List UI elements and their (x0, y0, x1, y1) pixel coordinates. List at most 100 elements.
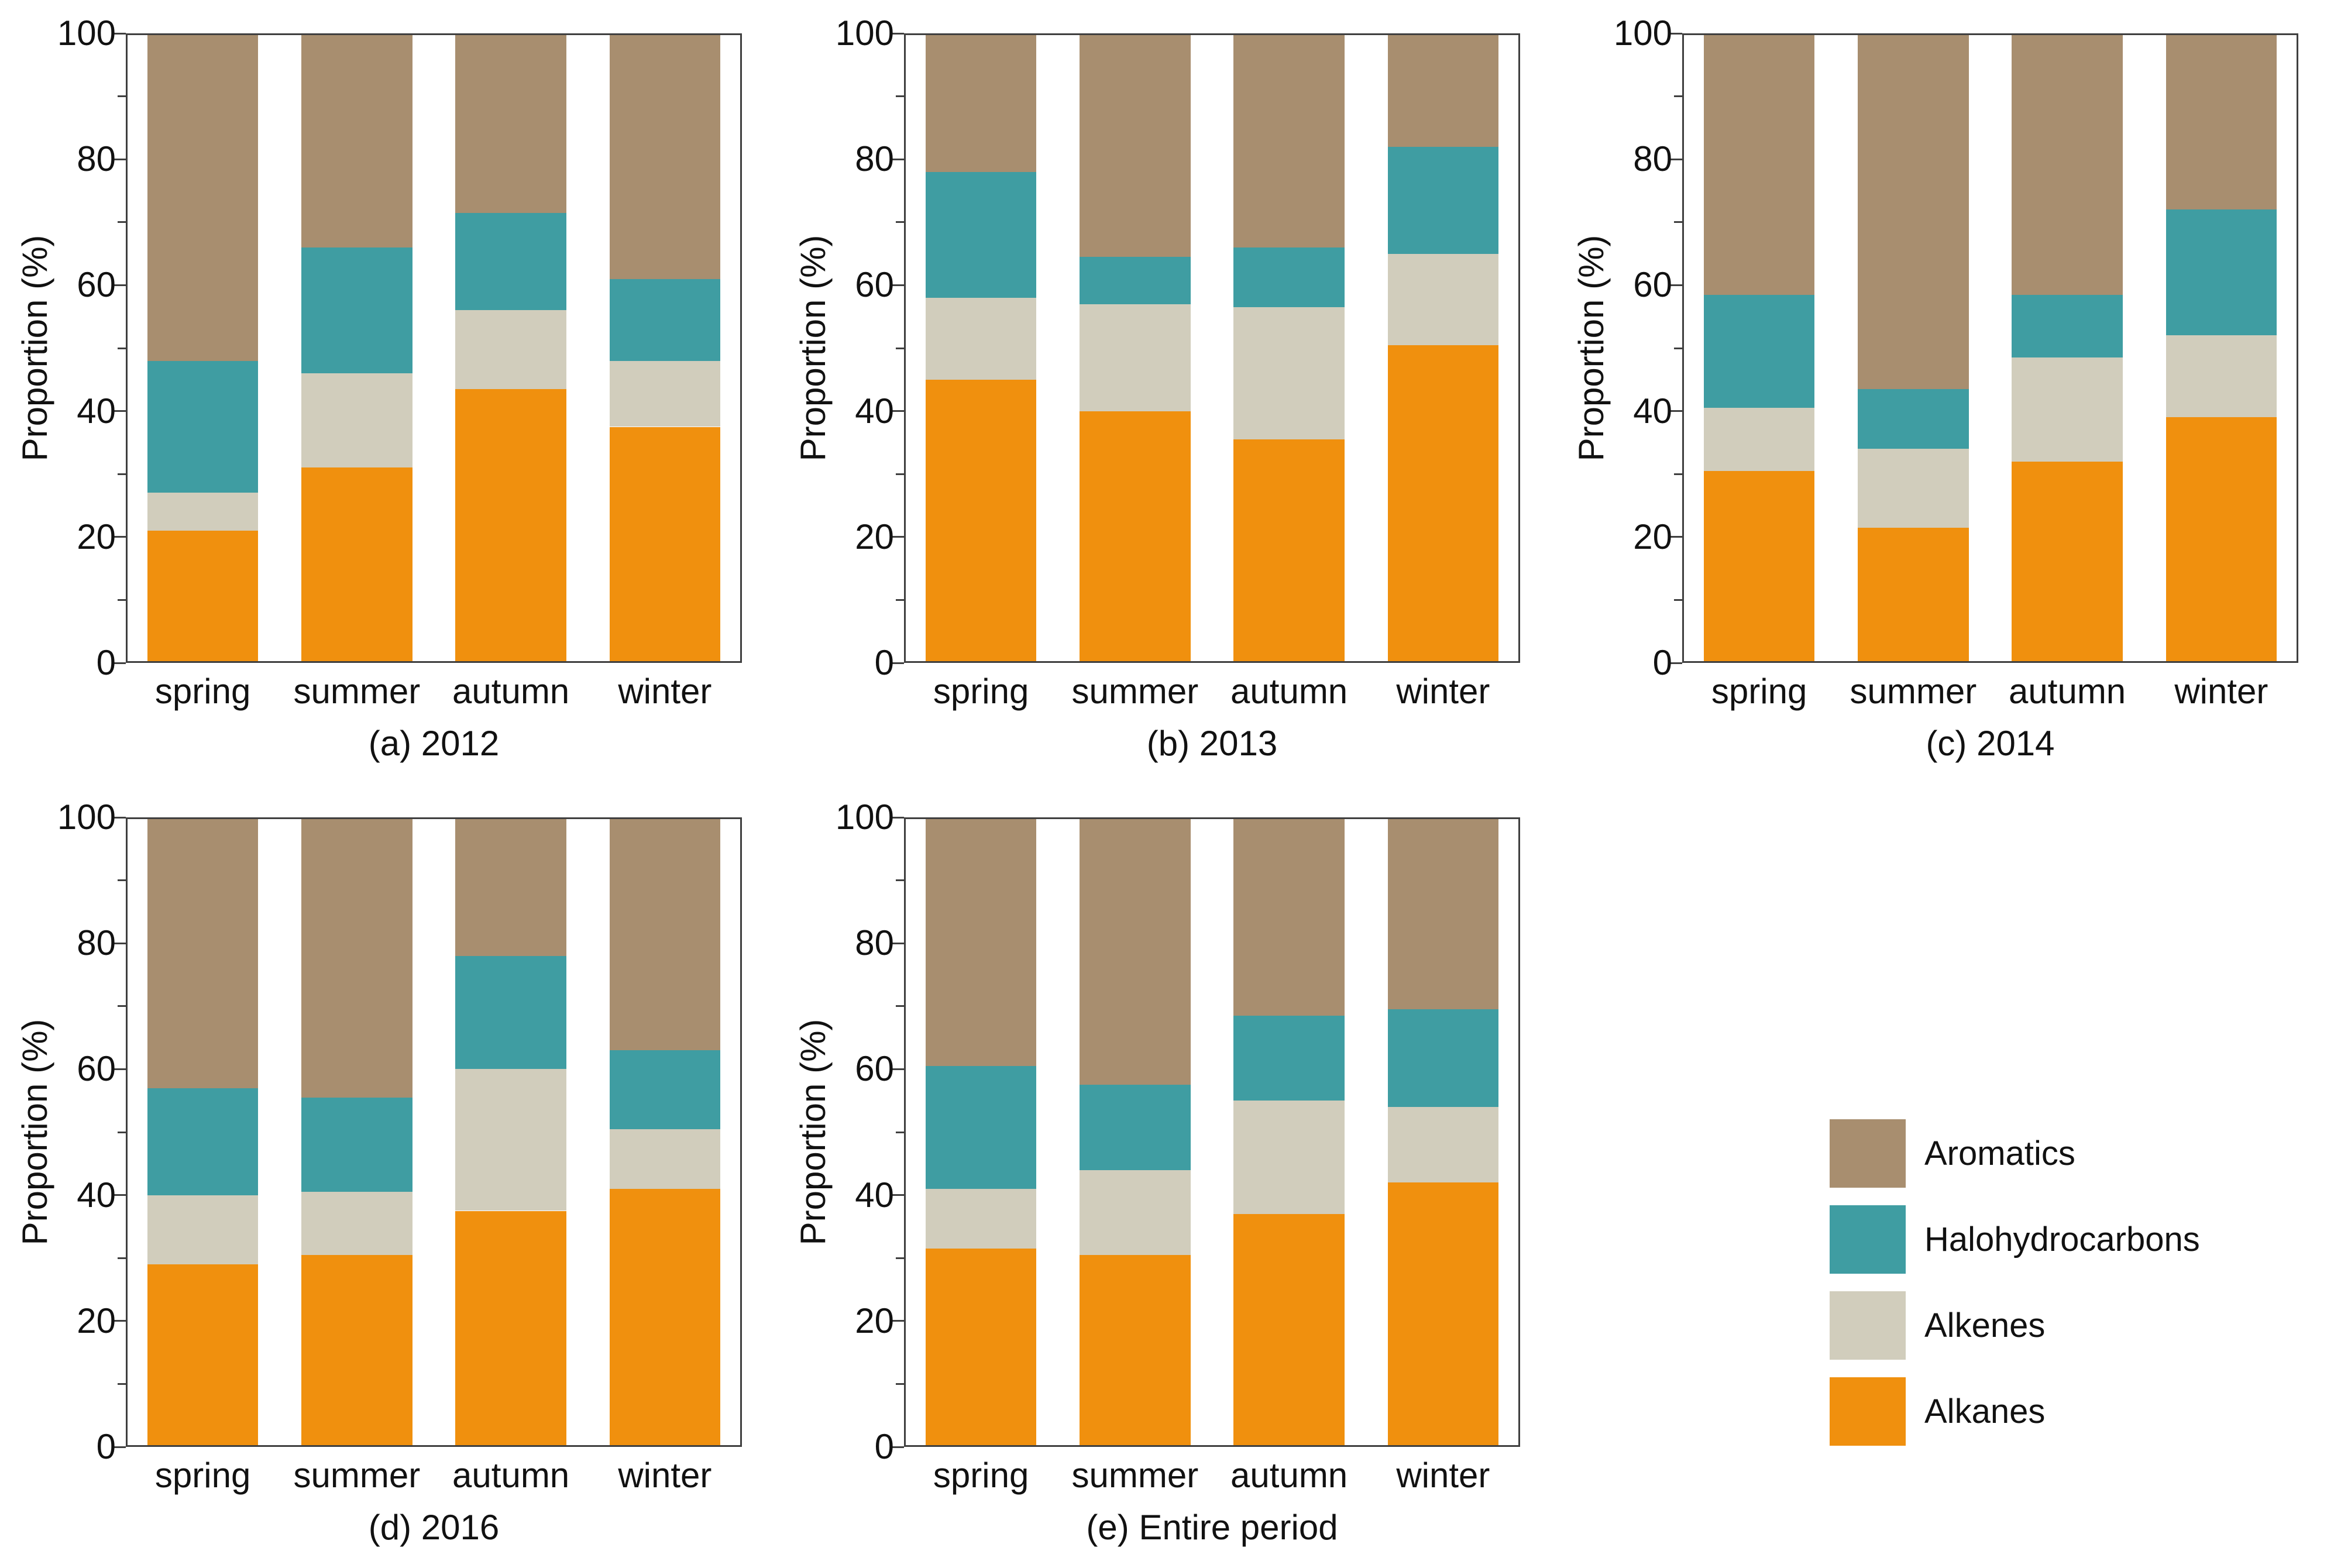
plot-area (126, 817, 742, 1447)
y-major-tick (113, 1068, 126, 1070)
x-tick-label: spring (154, 1456, 251, 1495)
bar-segment-alkanes (609, 1188, 721, 1447)
bar-segment-aromatics (1858, 33, 1969, 389)
legend-label: Aromatics (1924, 1134, 2075, 1172)
bar-segment-aromatics (925, 33, 1037, 172)
bar-segment-aromatics (301, 33, 413, 247)
bar-segment-aromatics (147, 33, 259, 361)
bar-segment-halohydrocarbons (2012, 294, 2123, 358)
x-tick-label: summer (293, 1456, 421, 1495)
x-tick-label: autumn (452, 672, 570, 711)
x-tick-label: winter (1396, 1456, 1490, 1495)
y-minor-tick (896, 95, 904, 98)
x-tick-label: autumn (452, 1456, 570, 1495)
bar-segment-alkenes (1233, 1101, 1345, 1214)
y-major-tick (113, 32, 126, 35)
bar-segment-aromatics (1233, 33, 1345, 247)
bar-segment-aromatics (455, 33, 566, 213)
y-tick-label: 40 (77, 1175, 116, 1215)
y-tick-label: 40 (77, 391, 116, 431)
bar-segment-aromatics (1703, 33, 1815, 295)
x-tick-label: spring (1711, 672, 1807, 711)
y-major-tick (1669, 284, 1682, 286)
x-tick-label: autumn (1230, 672, 1348, 711)
y-tick-label: 80 (855, 139, 894, 179)
chart-panel-d-2016: Proportion (%) 0 20 40 60 80 100 spring summer au… (0, 784, 778, 1568)
y-minor-tick (118, 95, 126, 98)
bar-segment-aromatics (2012, 33, 2123, 295)
y-minor-tick (896, 347, 904, 349)
y-minor-tick (896, 1383, 904, 1385)
bar-segment-halohydrocarbons (1233, 1015, 1345, 1101)
y-minor-tick (1674, 347, 1682, 349)
bar-segment-aromatics (455, 817, 566, 956)
y-tick-label: 80 (855, 923, 894, 963)
y-tick-label: 80 (77, 139, 116, 179)
y-tick-label: 0 (874, 1427, 894, 1466)
y-minor-tick (118, 221, 126, 223)
bar-segment-alkenes (147, 493, 259, 531)
y-major-tick (1669, 410, 1682, 412)
y-major-tick (891, 284, 904, 286)
y-tick-label: 40 (855, 391, 894, 431)
bar-segment-aromatics (147, 817, 259, 1088)
x-tick-label: summer (1850, 672, 1977, 711)
y-minor-tick (896, 879, 904, 882)
bar-segment-alkenes (609, 360, 721, 427)
y-minor-tick (118, 1383, 126, 1385)
y-major-tick (891, 942, 904, 944)
x-tick-label: winter (618, 1456, 712, 1495)
x-tick-label: autumn (1230, 1456, 1348, 1495)
y-minor-tick (1674, 473, 1682, 475)
y-tick-label: 100 (835, 13, 894, 53)
bar-segment-halohydrocarbons (2165, 209, 2277, 336)
x-tick-label: winter (1396, 672, 1490, 711)
bar-segment-aromatics (2165, 33, 2277, 210)
bar-segment-halohydrocarbons (1080, 1085, 1191, 1170)
bar-segment-alkenes (925, 297, 1037, 380)
bar-segment-alkenes (1080, 1170, 1191, 1255)
y-tick-label: 80 (77, 923, 116, 963)
bar-segment-alkanes (1858, 527, 1969, 663)
y-major-tick (113, 284, 126, 286)
y-minor-tick (118, 599, 126, 601)
bar-segment-alkenes (1387, 253, 1499, 345)
bar-segment-alkanes (1233, 1213, 1345, 1447)
bar-segment-alkanes (147, 1264, 259, 1447)
y-minor-tick (896, 221, 904, 223)
y-major-tick (891, 1194, 904, 1196)
chart-caption: (e) Entire period (1086, 1508, 1338, 1547)
bar-segment-aromatics (609, 33, 721, 279)
chart-panel-c-2014: Proportion (%) 0 20 40 60 80 100 spring summer au… (1556, 0, 2334, 784)
y-tick-label: 60 (77, 1049, 116, 1089)
y-tick-label: 0 (1652, 643, 1672, 682)
bar-segment-halohydrocarbons (1858, 388, 1969, 449)
legend-row: Halohydrocarbons (1830, 1205, 2200, 1274)
bar-segment-halohydrocarbons (1080, 256, 1191, 304)
y-tick-label: 100 (57, 797, 116, 837)
bar-segment-alkanes (301, 467, 413, 663)
bar-segment-alkenes (147, 1195, 259, 1264)
y-major-tick (113, 536, 126, 538)
bar-segment-halohydrocarbons (609, 278, 721, 361)
bar-segment-halohydrocarbons (455, 212, 566, 311)
chart-panel-a-2012: Proportion (%) 0 20 40 60 80 100 spring summer au… (0, 0, 778, 784)
bar-segment-alkanes (1233, 439, 1345, 663)
y-tick-label: 20 (77, 517, 116, 556)
y-minor-tick (118, 1005, 126, 1007)
y-minor-tick (118, 879, 126, 882)
legend-cell: Aromatics Halohydrocarbons Alkenes Alkanes (1556, 784, 2334, 1568)
y-tick-label: 60 (1633, 265, 1672, 305)
x-tick-label: summer (1071, 672, 1199, 711)
y-minor-tick (896, 1005, 904, 1007)
bar-segment-alkanes (455, 1211, 566, 1447)
y-minor-tick (896, 473, 904, 475)
bar-segment-alkanes (925, 1249, 1037, 1447)
bar-segment-alkanes (1703, 470, 1815, 663)
y-minor-tick (1674, 599, 1682, 601)
bar-segment-halohydrocarbons (147, 360, 259, 493)
x-tick-label: summer (293, 672, 421, 711)
y-tick-label: 20 (77, 1301, 116, 1340)
chart-panel-b-2013: Proportion (%) 0 20 40 60 80 100 spring summer au… (778, 0, 1556, 784)
